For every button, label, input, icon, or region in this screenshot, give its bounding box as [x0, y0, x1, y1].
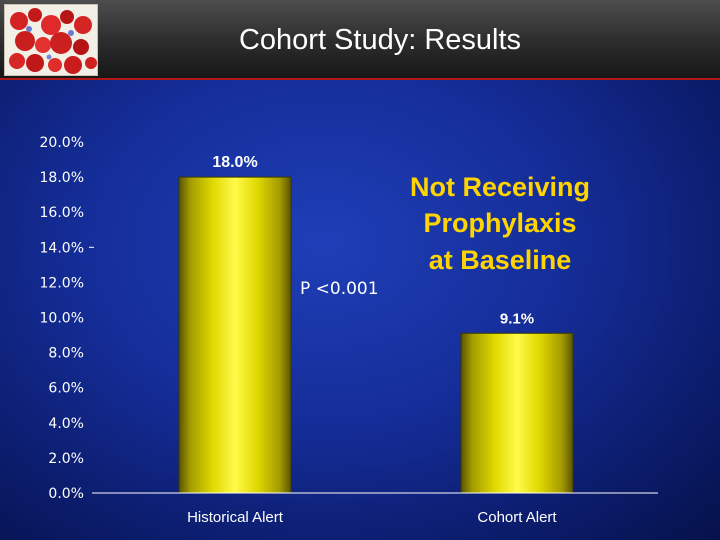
y-tick-label: 12.0% [40, 275, 84, 291]
y-tick-label: 0.0% [48, 486, 84, 502]
y-tick-label: 2.0% [48, 451, 84, 467]
y-tick-label: 18.0% [40, 170, 84, 186]
blood-cells-logo [4, 4, 98, 76]
y-tick-label: 20.0% [40, 135, 84, 151]
heading-line-3: at Baseline [429, 245, 572, 275]
slide-header: Cohort Study: Results [0, 0, 720, 80]
y-tick-label: 16.0% [40, 205, 84, 221]
bar [460, 332, 574, 494]
y-tick-label: 8.0% [48, 346, 84, 362]
heading-line-1: Not Receiving [410, 172, 590, 202]
p-value-annotation: P <0.001 [300, 279, 379, 299]
data-label: 18.0% [212, 154, 257, 171]
bar [178, 176, 292, 494]
slide-title: Cohort Study: Results [238, 24, 522, 56]
y-tick-label: 6.0% [48, 381, 84, 397]
heading-line-2: Prophylaxis [423, 208, 576, 238]
y-tick-label: 4.0% [48, 416, 84, 432]
y-tick-label: 10.0% [40, 311, 84, 327]
y-tick-label: 14.0% [40, 240, 84, 256]
data-label: 9.1% [500, 310, 534, 327]
x-tick-label: Historical Alert [187, 509, 284, 526]
x-tick-label: Cohort Alert [477, 509, 557, 526]
